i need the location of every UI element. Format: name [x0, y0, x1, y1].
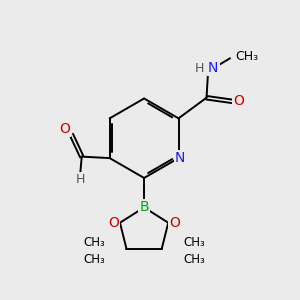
Text: CH₃: CH₃: [183, 253, 205, 266]
Text: CH₃: CH₃: [236, 50, 259, 63]
Text: B: B: [139, 200, 149, 214]
Text: H: H: [195, 62, 204, 75]
Text: N: N: [208, 61, 218, 75]
Text: O: O: [108, 216, 119, 230]
Text: CH₃: CH₃: [83, 253, 105, 266]
Text: O: O: [233, 94, 244, 108]
Text: H: H: [76, 173, 85, 186]
Text: CH₃: CH₃: [183, 236, 205, 249]
Text: O: O: [169, 216, 180, 230]
Text: N: N: [175, 151, 185, 165]
Text: O: O: [59, 122, 70, 136]
Text: CH₃: CH₃: [83, 236, 105, 249]
